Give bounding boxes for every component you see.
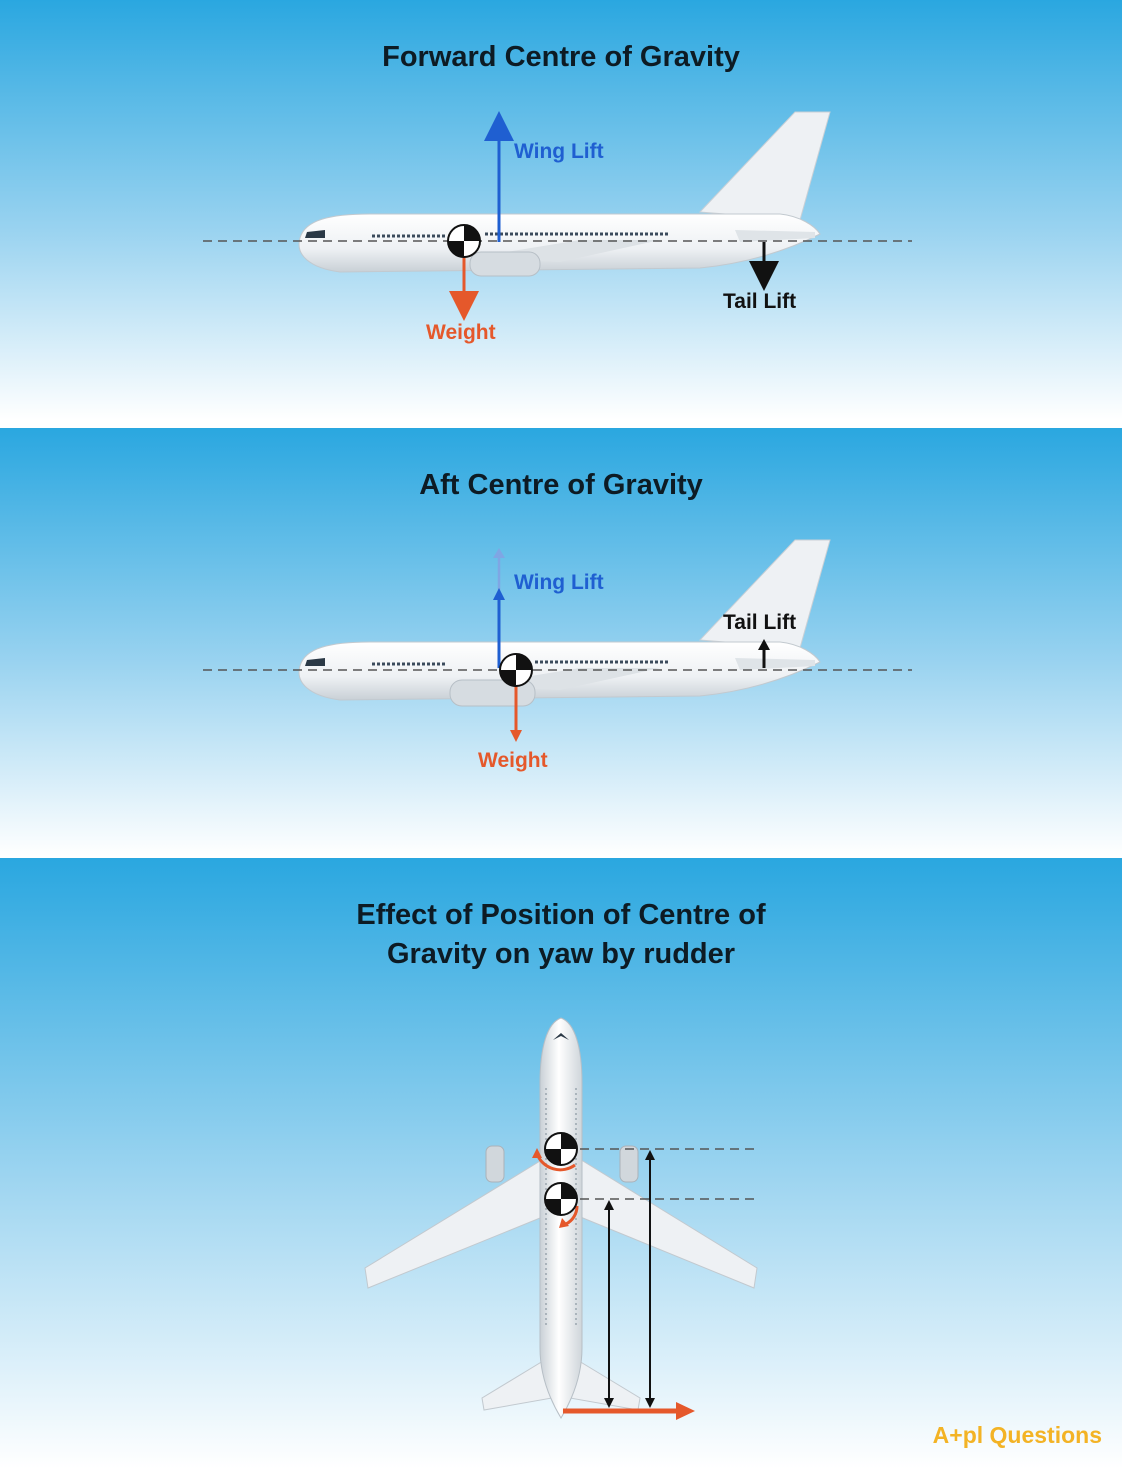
- plus-mark-icon: +: [949, 1422, 963, 1448]
- panel-forward-cg: Forward Centre of Gravity Wing Lift Weig…: [0, 0, 1122, 420]
- title-line-1: Effect of Position of Centre of: [356, 899, 766, 931]
- tail-lift-label: Tail Lift: [723, 611, 797, 634]
- moment-arm-forward-arrow: [645, 1150, 655, 1408]
- cg-symbol-icon: [447, 224, 481, 258]
- divider: [0, 420, 1122, 428]
- rudder-force-arrow: [563, 1402, 695, 1420]
- brand-logo: A+pl Questions: [932, 1422, 1102, 1448]
- airplane-top-icon: [364, 1017, 758, 1419]
- weight-label: Weight: [478, 749, 548, 772]
- wing-lift-label: Wing Lift: [514, 140, 604, 163]
- yaw-rotation-arc-aft: [565, 1205, 579, 1226]
- airplane-side-icon: [298, 111, 831, 277]
- weight-label: Weight: [426, 321, 496, 344]
- page-title-aft: Aft Centre of Gravity: [419, 469, 703, 501]
- page-title-forward: Forward Centre of Gravity: [382, 41, 740, 73]
- panel-aft-cg: Aft Centre of Gravity Wing Lift Weight T…: [0, 428, 1122, 856]
- wing-lift-label: Wing Lift: [514, 571, 604, 594]
- cg-symbol-icon: [544, 1132, 578, 1166]
- panel-yaw-effect: Effect of Position of Centre of Gravity …: [0, 858, 1122, 1469]
- forward-cg-diagram: [0, 0, 1122, 420]
- yaw-effect-diagram: [0, 858, 1122, 1469]
- tail-lift-label: Tail Lift: [723, 290, 797, 313]
- moment-arm-aft-arrow: [604, 1200, 614, 1408]
- page-title-yaw: Effect of Position of Centre of Gravity …: [0, 896, 1122, 974]
- cg-symbol-icon: [499, 653, 533, 687]
- cg-symbol-icon: [544, 1182, 578, 1216]
- yaw-rotation-arc-forward: [535, 1153, 576, 1172]
- title-line-2: Gravity on yaw by rudder: [386, 938, 736, 970]
- divider: [0, 856, 1122, 858]
- aft-cg-diagram: [0, 428, 1122, 856]
